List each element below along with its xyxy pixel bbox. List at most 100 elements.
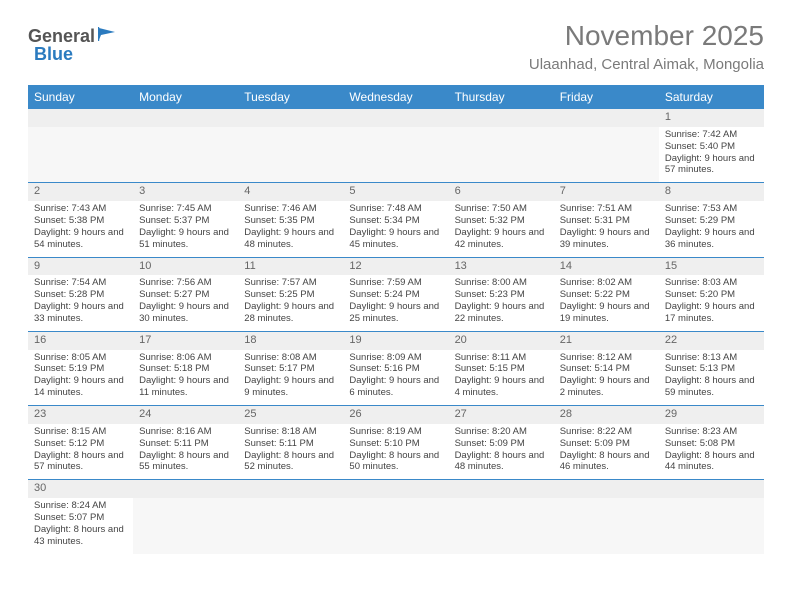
location-text: Ulaanhad, Central Aimak, Mongolia — [529, 56, 764, 73]
day-detail-cell — [238, 498, 343, 554]
daylight-text: Daylight: 8 hours and 59 minutes. — [665, 375, 758, 399]
sunrise-text: Sunrise: 8:03 AM — [665, 277, 758, 289]
daylight-text: Daylight: 9 hours and 48 minutes. — [244, 227, 337, 251]
day-number-row: 9101112131415 — [28, 257, 764, 275]
day-number-cell — [449, 480, 554, 498]
sunset-text: Sunset: 5:08 PM — [665, 438, 758, 450]
day-detail-cell: Sunrise: 7:57 AMSunset: 5:25 PMDaylight:… — [238, 275, 343, 331]
daylight-text: Daylight: 9 hours and 51 minutes. — [139, 227, 232, 251]
sunrise-text: Sunrise: 7:51 AM — [560, 203, 653, 215]
sunrise-text: Sunrise: 8:18 AM — [244, 426, 337, 438]
daylight-text: Daylight: 8 hours and 55 minutes. — [139, 450, 232, 474]
logo-text-blue-wrap: Blue — [33, 44, 73, 65]
daylight-text: Daylight: 9 hours and 17 minutes. — [665, 301, 758, 325]
day-detail-cell — [238, 127, 343, 183]
day-header: Thursday — [449, 85, 554, 109]
day-detail-cell — [28, 127, 133, 183]
sunset-text: Sunset: 5:10 PM — [349, 438, 442, 450]
day-number-row: 30 — [28, 480, 764, 498]
sunrise-text: Sunrise: 8:00 AM — [455, 277, 548, 289]
day-number-cell — [28, 109, 133, 127]
day-number-cell: 22 — [659, 331, 764, 349]
day-detail-cell: Sunrise: 8:00 AMSunset: 5:23 PMDaylight:… — [449, 275, 554, 331]
day-detail-row: Sunrise: 8:05 AMSunset: 5:19 PMDaylight:… — [28, 350, 764, 406]
day-number-cell — [133, 480, 238, 498]
sunset-text: Sunset: 5:09 PM — [560, 438, 653, 450]
page-header: General November 2025 Ulaanhad, Central … — [28, 20, 764, 73]
day-number-cell: 11 — [238, 257, 343, 275]
day-detail-cell: Sunrise: 7:59 AMSunset: 5:24 PMDaylight:… — [343, 275, 448, 331]
daylight-text: Daylight: 9 hours and 14 minutes. — [34, 375, 127, 399]
sunset-text: Sunset: 5:17 PM — [244, 363, 337, 375]
sunset-text: Sunset: 5:25 PM — [244, 289, 337, 301]
sunset-text: Sunset: 5:40 PM — [665, 141, 758, 153]
sunset-text: Sunset: 5:09 PM — [455, 438, 548, 450]
sunrise-text: Sunrise: 7:50 AM — [455, 203, 548, 215]
day-number-cell: 12 — [343, 257, 448, 275]
sunset-text: Sunset: 5:13 PM — [665, 363, 758, 375]
sunrise-text: Sunrise: 7:54 AM — [34, 277, 127, 289]
day-detail-cell: Sunrise: 7:48 AMSunset: 5:34 PMDaylight:… — [343, 201, 448, 257]
sunrise-text: Sunrise: 7:53 AM — [665, 203, 758, 215]
sunrise-text: Sunrise: 8:20 AM — [455, 426, 548, 438]
sunrise-text: Sunrise: 8:02 AM — [560, 277, 653, 289]
daylight-text: Daylight: 8 hours and 48 minutes. — [455, 450, 548, 474]
day-number-row: 16171819202122 — [28, 331, 764, 349]
day-detail-row: Sunrise: 7:42 AMSunset: 5:40 PMDaylight:… — [28, 127, 764, 183]
day-number-cell: 9 — [28, 257, 133, 275]
day-number-cell: 25 — [238, 406, 343, 424]
daylight-text: Daylight: 9 hours and 19 minutes. — [560, 301, 653, 325]
day-number-cell — [554, 480, 659, 498]
sunset-text: Sunset: 5:27 PM — [139, 289, 232, 301]
day-detail-cell: Sunrise: 8:02 AMSunset: 5:22 PMDaylight:… — [554, 275, 659, 331]
sunrise-text: Sunrise: 8:12 AM — [560, 352, 653, 364]
day-number-cell: 29 — [659, 406, 764, 424]
day-detail-row: Sunrise: 7:43 AMSunset: 5:38 PMDaylight:… — [28, 201, 764, 257]
day-detail-cell: Sunrise: 8:06 AMSunset: 5:18 PMDaylight:… — [133, 350, 238, 406]
daylight-text: Daylight: 9 hours and 4 minutes. — [455, 375, 548, 399]
day-number-cell: 13 — [449, 257, 554, 275]
daylight-text: Daylight: 8 hours and 57 minutes. — [34, 450, 127, 474]
day-detail-cell: Sunrise: 7:45 AMSunset: 5:37 PMDaylight:… — [133, 201, 238, 257]
day-detail-cell: Sunrise: 8:05 AMSunset: 5:19 PMDaylight:… — [28, 350, 133, 406]
day-detail-cell: Sunrise: 8:23 AMSunset: 5:08 PMDaylight:… — [659, 424, 764, 480]
flag-icon — [97, 26, 119, 47]
day-number-cell: 2 — [28, 183, 133, 201]
sunset-text: Sunset: 5:15 PM — [455, 363, 548, 375]
day-detail-cell: Sunrise: 8:13 AMSunset: 5:13 PMDaylight:… — [659, 350, 764, 406]
day-detail-cell: Sunrise: 7:42 AMSunset: 5:40 PMDaylight:… — [659, 127, 764, 183]
day-number-cell: 10 — [133, 257, 238, 275]
sunrise-text: Sunrise: 8:22 AM — [560, 426, 653, 438]
daylight-text: Daylight: 9 hours and 33 minutes. — [34, 301, 127, 325]
day-number-cell: 19 — [343, 331, 448, 349]
daylight-text: Daylight: 9 hours and 45 minutes. — [349, 227, 442, 251]
day-number-cell: 14 — [554, 257, 659, 275]
sunset-text: Sunset: 5:23 PM — [455, 289, 548, 301]
day-number-row: 23242526272829 — [28, 406, 764, 424]
day-detail-cell: Sunrise: 8:20 AMSunset: 5:09 PMDaylight:… — [449, 424, 554, 480]
day-detail-cell: Sunrise: 8:11 AMSunset: 5:15 PMDaylight:… — [449, 350, 554, 406]
daylight-text: Daylight: 9 hours and 6 minutes. — [349, 375, 442, 399]
day-detail-cell: Sunrise: 8:16 AMSunset: 5:11 PMDaylight:… — [133, 424, 238, 480]
day-number-cell: 30 — [28, 480, 133, 498]
day-number-cell: 1 — [659, 109, 764, 127]
day-number-cell: 20 — [449, 331, 554, 349]
sunset-text: Sunset: 5:34 PM — [349, 215, 442, 227]
day-detail-cell — [449, 498, 554, 554]
sunrise-text: Sunrise: 7:56 AM — [139, 277, 232, 289]
sunrise-text: Sunrise: 8:15 AM — [34, 426, 127, 438]
sunrise-text: Sunrise: 8:23 AM — [665, 426, 758, 438]
sunset-text: Sunset: 5:32 PM — [455, 215, 548, 227]
day-number-cell: 23 — [28, 406, 133, 424]
sunset-text: Sunset: 5:07 PM — [34, 512, 127, 524]
day-number-cell: 8 — [659, 183, 764, 201]
sunrise-text: Sunrise: 8:05 AM — [34, 352, 127, 364]
day-number-cell: 6 — [449, 183, 554, 201]
day-number-cell: 16 — [28, 331, 133, 349]
daylight-text: Daylight: 9 hours and 25 minutes. — [349, 301, 442, 325]
sunrise-text: Sunrise: 7:45 AM — [139, 203, 232, 215]
day-number-row: 1 — [28, 109, 764, 127]
sunset-text: Sunset: 5:19 PM — [34, 363, 127, 375]
sunset-text: Sunset: 5:20 PM — [665, 289, 758, 301]
day-header: Friday — [554, 85, 659, 109]
